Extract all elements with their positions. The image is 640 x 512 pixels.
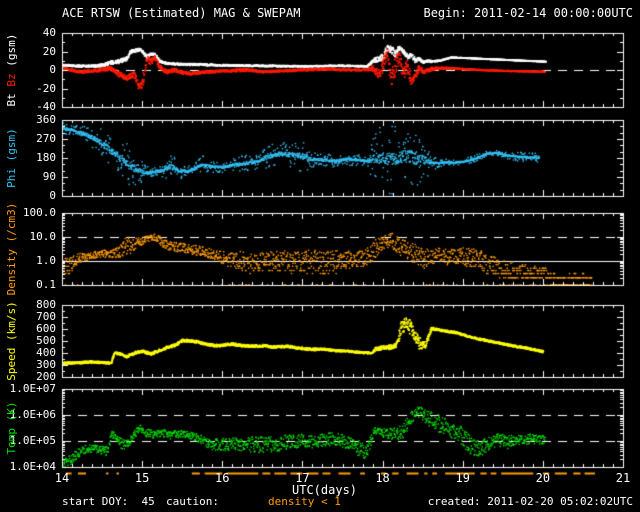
y-tick-label: 90 — [42, 170, 56, 183]
y-tick-label: 600 — [36, 322, 56, 335]
y-tick-label: 10.0 — [29, 230, 57, 243]
created-timestamp: created: 2011-02-20 05:02:02UTC — [427, 495, 633, 508]
x-tick-label: 21 — [615, 471, 631, 485]
y-axis-label-part: Phi (gsm) — [5, 128, 18, 188]
y-tick-label: 500 — [36, 334, 56, 347]
y-tick-label: 270 — [36, 132, 56, 145]
x-axis-title: UTC(days) — [292, 483, 358, 497]
y-axis-label-part: Speed (km/s) — [5, 301, 18, 381]
plot-title: ACE RTSW (Estimated) MAG & SWEPAM — [62, 6, 301, 20]
caution-label: caution: — [166, 495, 219, 508]
y-tick-label: 0 — [49, 63, 56, 76]
y-tick-label: -20 — [36, 81, 56, 95]
x-tick-label: 16 — [215, 471, 230, 485]
x-tick-label: 19 — [455, 471, 470, 485]
y-tick-label: 1.0 — [36, 254, 56, 267]
y-axis-label-part: Temp (K) — [5, 401, 18, 455]
y-tick-label: 180 — [36, 151, 56, 164]
y-tick-label: 1.0E+04 — [9, 460, 56, 473]
x-tick-label: 15 — [134, 471, 150, 485]
begin-timestamp: Begin: 2011-02-14 00:00:00UTC — [423, 6, 633, 20]
y-tick-label: -40 — [36, 100, 56, 113]
y-axis-title: Temp (K) — [5, 373, 19, 483]
y-tick-label: 20 — [42, 44, 56, 58]
y-tick-label: 1.0E+07 — [9, 382, 56, 395]
y-tick-label: 1.0E+06 — [9, 408, 56, 421]
start-doy-label: start DOY: 45 — [62, 495, 155, 508]
x-tick-label: 20 — [535, 471, 551, 485]
y-axis-label-part: Bz — [5, 73, 18, 87]
x-tick-label: 17 — [295, 471, 310, 485]
y-axis-label-part: (gsm) — [5, 33, 18, 74]
y-tick-label: 200 — [36, 370, 56, 383]
y-tick-label: 100.0 — [22, 206, 56, 219]
y-tick-label: 1.0E+05 — [9, 434, 56, 447]
y-tick-label: 40 — [42, 26, 56, 39]
x-tick-label: 18 — [375, 471, 390, 485]
y-tick-label: 0.1 — [36, 278, 56, 291]
y-tick-label: 400 — [36, 346, 56, 359]
y-tick-label: 800 — [36, 298, 56, 311]
x-tick-label: 14 — [54, 471, 70, 485]
y-axis-label-part: Density (/cm3) — [5, 202, 18, 296]
y-tick-label: 360 — [36, 113, 56, 126]
y-tick-label: 0 — [49, 189, 56, 202]
caution-value: density < 1 — [268, 495, 341, 508]
y-tick-label: 300 — [36, 358, 56, 371]
y-tick-label: 700 — [36, 310, 56, 323]
